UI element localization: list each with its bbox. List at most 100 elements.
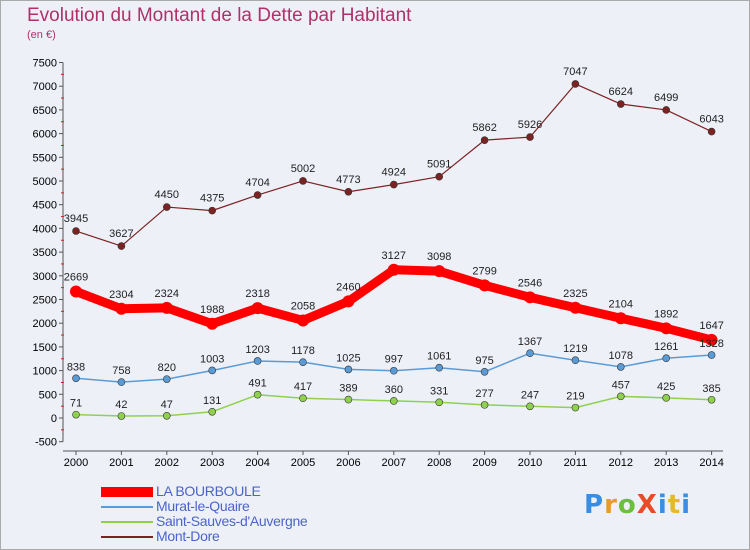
data-label-mont-dore: 3627 — [109, 228, 133, 240]
data-label-saint-sauves: 131 — [203, 395, 221, 407]
data-point-saint-sauves — [707, 395, 716, 404]
x-tick-label: 2007 — [382, 457, 406, 469]
data-point-saint-sauves — [117, 412, 126, 420]
data-point-la-bourboule — [297, 314, 309, 327]
y-tick-label: -500 — [35, 437, 57, 449]
data-point-la-bourboule — [433, 265, 446, 278]
data-label-mont-dore: 5926 — [518, 119, 542, 131]
x-tick-label: 2001 — [109, 457, 133, 469]
data-label-murat-le-quaire: 1328 — [699, 338, 723, 350]
data-label-mont-dore: 4773 — [336, 174, 360, 186]
x-tick-label: 2011 — [564, 457, 588, 469]
data-point-mont-dore — [72, 227, 80, 235]
data-label-la-bourboule: 2325 — [563, 288, 587, 300]
series-line-mont-dore — [75, 83, 713, 247]
data-label-mont-dore: 4375 — [200, 193, 224, 205]
data-label-la-bourboule: 2669 — [64, 271, 88, 283]
data-point-mont-dore — [480, 136, 489, 144]
data-point-saint-sauves — [480, 401, 489, 409]
data-label-la-bourboule: 2058 — [291, 300, 315, 312]
legend-swatch-saint-sauves — [101, 521, 153, 523]
data-point-mont-dore — [253, 191, 262, 199]
legend-label: Saint-Sauves-d'Auvergne — [156, 513, 308, 529]
data-label-murat-le-quaire: 838 — [67, 361, 85, 373]
y-tick-label: 0 — [51, 413, 57, 425]
data-label-la-bourboule: 1988 — [200, 304, 224, 316]
data-label-la-bourboule: 1892 — [654, 308, 678, 320]
data-point-la-bourboule — [70, 285, 82, 298]
data-point-la-bourboule — [524, 291, 536, 304]
data-label-mont-dore: 3945 — [64, 213, 88, 225]
data-point-saint-sauves — [208, 407, 216, 416]
data-label-murat-le-quaire: 1219 — [563, 343, 587, 355]
legend-swatch-la-bourboule — [101, 487, 153, 497]
data-label-murat-le-quaire: 1025 — [336, 352, 360, 364]
data-label-murat-le-quaire: 1178 — [291, 345, 315, 357]
y-tick-label: 6000 — [33, 129, 57, 141]
data-point-mont-dore — [616, 100, 625, 108]
data-point-mont-dore — [435, 172, 444, 181]
data-label-saint-sauves: 277 — [475, 388, 493, 400]
y-tick-label: 500 — [39, 389, 57, 401]
data-label-mont-dore: 4704 — [245, 177, 269, 189]
data-label-murat-le-quaire: 1003 — [200, 353, 224, 365]
x-tick-label: 2013 — [654, 457, 678, 469]
data-point-mont-dore — [707, 127, 716, 136]
y-tick-label: 7000 — [33, 81, 57, 93]
data-label-mont-dore: 4924 — [382, 167, 406, 179]
data-label-mont-dore: 5002 — [291, 163, 315, 175]
data-label-la-bourboule: 2304 — [109, 289, 133, 301]
data-point-saint-sauves — [72, 410, 80, 419]
legend-label: Murat-le-Quaire — [156, 498, 250, 514]
data-point-murat-le-quaire — [389, 366, 398, 375]
data-point-saint-sauves — [616, 392, 625, 401]
data-label-saint-sauves: 457 — [612, 379, 630, 391]
y-tick-label: 5500 — [33, 152, 57, 164]
y-tick-label: 2500 — [33, 295, 57, 307]
x-tick-label: 2005 — [291, 457, 315, 469]
data-point-mont-dore — [117, 242, 126, 250]
x-tick-label: 2012 — [609, 457, 633, 469]
data-label-saint-sauves: 491 — [248, 378, 266, 390]
y-tick-label: 6500 — [33, 105, 57, 117]
data-label-mont-dore: 6624 — [609, 86, 633, 98]
data-label-la-bourboule: 2460 — [336, 281, 360, 293]
data-point-saint-sauves — [389, 397, 398, 405]
data-point-la-bourboule — [478, 279, 491, 292]
data-point-saint-sauves — [526, 402, 534, 411]
data-label-murat-le-quaire: 758 — [112, 365, 130, 377]
x-tick-label: 2008 — [427, 457, 451, 469]
data-label-saint-sauves: 385 — [702, 383, 720, 395]
x-tick-label: 2002 — [155, 457, 179, 469]
x-tick-label: 2006 — [336, 457, 360, 469]
data-point-mont-dore — [299, 177, 307, 185]
legend-swatch-mont-dore — [101, 536, 153, 538]
data-point-saint-sauves — [344, 395, 353, 404]
data-point-la-bourboule — [387, 263, 400, 276]
data-label-saint-sauves: 360 — [385, 384, 403, 396]
data-point-la-bourboule — [705, 333, 718, 346]
x-tick-label: 2010 — [518, 457, 542, 469]
legend-swatch-murat-le-quaire — [101, 506, 153, 508]
data-label-mont-dore: 5091 — [427, 159, 451, 171]
data-point-murat-le-quaire — [344, 365, 353, 374]
data-point-saint-sauves — [253, 390, 262, 399]
proxiti-logo: ProXiti — [584, 490, 692, 520]
x-tick-label: 2004 — [245, 457, 269, 469]
data-label-saint-sauves: 425 — [657, 381, 675, 393]
data-label-murat-le-quaire: 997 — [385, 354, 403, 366]
data-label-murat-le-quaire: 1261 — [654, 341, 678, 353]
data-label-murat-le-quaire: 975 — [475, 355, 493, 367]
data-label-la-bourboule: 2799 — [472, 265, 496, 277]
data-point-murat-le-quaire — [299, 358, 307, 366]
data-label-la-bourboule: 3098 — [427, 251, 451, 263]
data-label-saint-sauves: 42 — [115, 399, 127, 411]
x-tick-label: 2014 — [699, 457, 723, 469]
data-point-murat-le-quaire — [480, 367, 489, 376]
chart-title: Evolution du Montant de la Dette par Hab… — [27, 5, 412, 26]
data-label-murat-le-quaire: 1061 — [427, 351, 451, 363]
data-label-saint-sauves: 71 — [70, 398, 82, 410]
data-point-la-bourboule — [115, 302, 128, 315]
